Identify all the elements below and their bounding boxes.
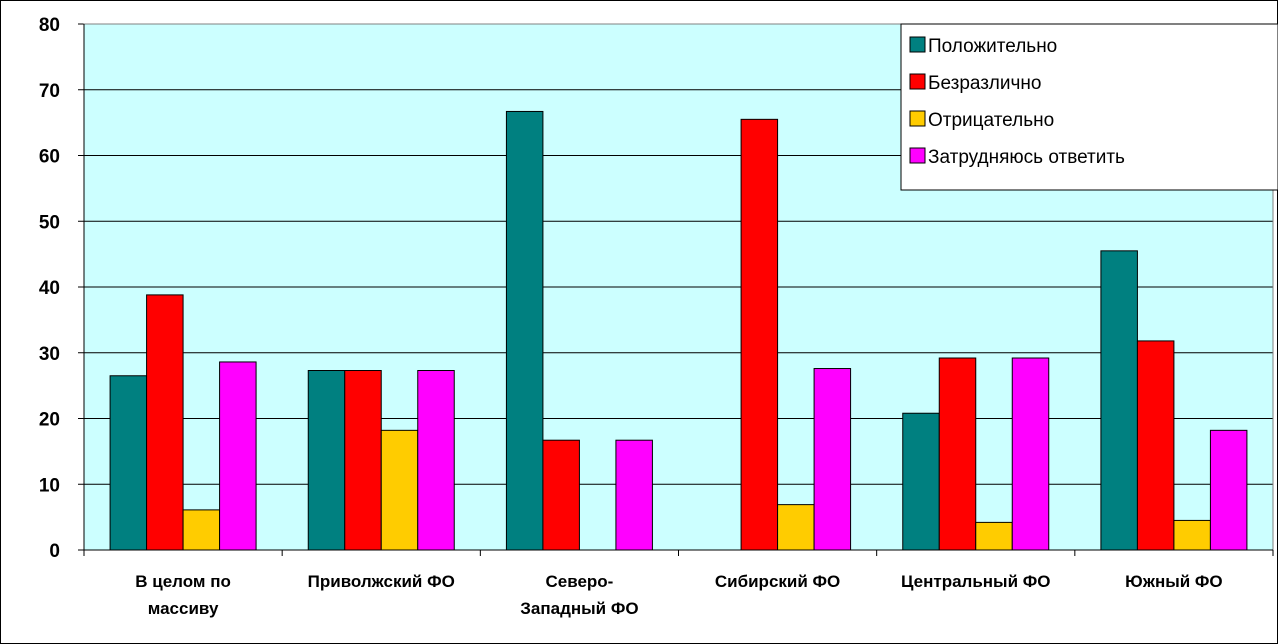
bar — [380, 429, 419, 551]
bar — [109, 375, 148, 551]
bar — [813, 368, 852, 551]
bar — [1209, 429, 1248, 551]
bar — [307, 370, 346, 551]
y-tick-label: 50 — [39, 212, 60, 233]
x-tick-label: Приволжский ФО — [308, 572, 455, 591]
y-tick-label: 20 — [39, 410, 60, 431]
legend-label: Безразлично — [928, 73, 1041, 94]
y-tick-label: 70 — [39, 81, 60, 102]
legend-swatch — [909, 36, 926, 53]
y-tick-label: 0 — [49, 541, 60, 562]
y-tick-label: 30 — [39, 344, 60, 365]
bar — [1173, 519, 1211, 551]
legend-label: Затрудняюсь ответить — [928, 147, 1125, 168]
bar — [505, 110, 544, 551]
legend-label: Отрицательно — [928, 110, 1054, 131]
bar — [777, 504, 815, 551]
legend-label: Положительно — [928, 36, 1057, 57]
bar — [938, 357, 977, 551]
bar — [146, 294, 184, 551]
legend-swatch — [909, 110, 926, 127]
bar — [417, 370, 455, 551]
x-tick-label: В целом по — [135, 572, 231, 591]
bar — [182, 509, 221, 551]
y-tick-label: 10 — [39, 475, 60, 496]
y-tick-label: 60 — [39, 147, 60, 168]
legend-swatch — [909, 73, 926, 90]
bar — [1011, 357, 1050, 551]
x-tick-label: Центральный ФО — [901, 572, 1050, 591]
x-tick-label: массиву — [148, 599, 219, 618]
bar — [902, 412, 940, 551]
x-tick-label: Западный ФО — [520, 599, 638, 618]
bar — [615, 439, 653, 551]
legend-box — [900, 23, 1278, 191]
bar — [219, 361, 257, 551]
bar — [740, 118, 779, 551]
y-tick-label: 40 — [39, 278, 60, 299]
legend-swatch — [909, 147, 926, 164]
bar — [542, 439, 580, 551]
bar — [1100, 250, 1138, 551]
x-tick-label: Южный ФО — [1125, 572, 1222, 591]
bar — [975, 521, 1013, 551]
y-tick-label: 80 — [39, 15, 60, 36]
bar — [1136, 340, 1175, 551]
x-tick-label: Северо- — [545, 572, 613, 591]
x-tick-label: Сибирский ФО — [715, 572, 840, 591]
bar — [344, 370, 382, 551]
